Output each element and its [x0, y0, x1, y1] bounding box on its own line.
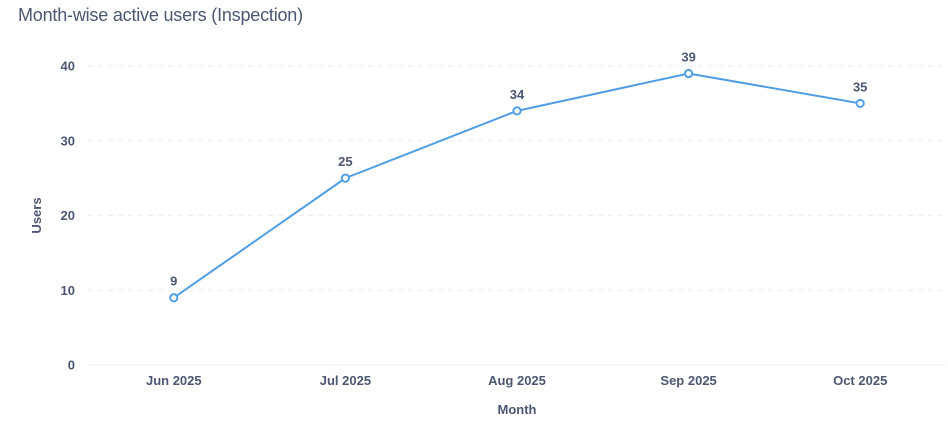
y-tick-label: 30 [61, 133, 75, 148]
x-tick-label: Jun 2025 [146, 373, 202, 388]
data-value-label: 34 [510, 87, 525, 102]
data-point[interactable] [169, 293, 179, 303]
y-tick-label: 40 [61, 59, 75, 74]
x-tick-label: Aug 2025 [488, 373, 546, 388]
y-axis-label: Users [29, 197, 44, 233]
data-value-label: 25 [338, 154, 352, 169]
x-axis: Jun 2025 Jul 2025 Aug 2025 Sep 2025 Oct 2025 [146, 373, 887, 388]
data-value-label: 9 [170, 274, 177, 289]
data-point[interactable] [512, 106, 522, 116]
y-tick-label: 10 [61, 283, 75, 298]
data-point[interactable] [684, 68, 694, 79]
x-tick-label: Jul 2025 [320, 373, 371, 388]
chart-title[interactable]: Month-wise active users (Inspection) [18, 5, 303, 25]
data-point[interactable] [855, 98, 865, 108]
data-labels: 9 25 34 39 35 [170, 49, 867, 288]
x-tick-label: Oct 2025 [833, 373, 887, 388]
gridlines [88, 65, 946, 366]
series [169, 68, 865, 303]
data-point[interactable] [340, 173, 350, 183]
y-tick-label: 0 [68, 358, 75, 373]
x-tick-label: Sep 2025 [660, 373, 716, 388]
y-tick-label: 20 [61, 208, 75, 223]
data-value-label: 35 [853, 79, 867, 94]
data-value-label: 39 [681, 49, 695, 64]
x-axis-label: Month [498, 402, 537, 417]
y-axis: 0 10 20 30 40 [61, 59, 75, 373]
